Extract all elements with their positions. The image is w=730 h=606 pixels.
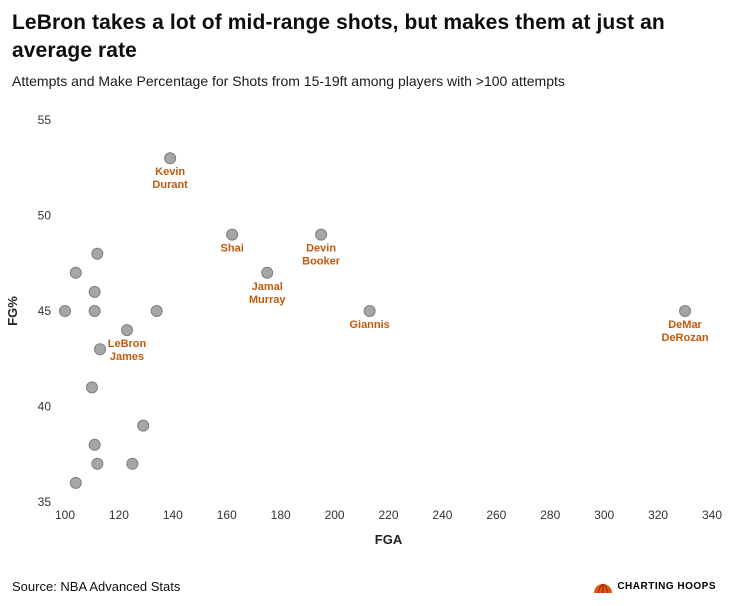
x-tick-label: 300: [594, 508, 614, 522]
data-point: [85, 381, 98, 394]
x-tick-label: 180: [271, 508, 291, 522]
chart-title-line-1: LeBron takes a lot of mid-range shots, b…: [12, 11, 665, 34]
data-point: [91, 457, 104, 470]
x-tick-label: 340: [702, 508, 722, 522]
chart-title-line-2: average rate: [12, 38, 137, 62]
data-point: [88, 438, 101, 451]
point-label: Giannis: [349, 319, 389, 331]
x-tick-label: 220: [378, 508, 398, 522]
point-label: Kevin: [155, 166, 185, 178]
point-label: DeRozan: [662, 332, 709, 344]
data-point-kevin-durant: [164, 152, 177, 165]
data-point-shai: [226, 228, 239, 241]
x-tick-label: 100: [55, 508, 75, 522]
y-tick-label: 50: [38, 209, 52, 223]
chart-title: LeBron takes a lot of mid-range shots, b…: [12, 9, 714, 64]
data-point-lebron-james: [121, 324, 134, 337]
data-point: [91, 247, 104, 260]
scatter-plot: 100 120 140 160 180 200 220 240 260 280 300 320 340 3…: [5, 113, 722, 547]
data-point-giannis: [363, 305, 376, 317]
x-tick-label: 200: [325, 508, 345, 522]
chart-header: LeBron takes a lot of mid-range shots, b…: [0, 0, 730, 89]
data-point: [88, 305, 101, 317]
point-label: Murray: [249, 294, 287, 306]
point-label: Shai: [221, 243, 244, 255]
point-label: Booker: [302, 256, 341, 268]
y-tick-label: 35: [38, 495, 52, 509]
data-point: [94, 343, 107, 356]
x-tick-label: 240: [432, 508, 452, 522]
chart-subtitle: Attempts and Make Percentage for Shots f…: [12, 73, 565, 90]
x-tick-label: 140: [163, 508, 183, 522]
point-label: LeBron: [108, 338, 147, 350]
brand-logo: CHARTING HOOPS: [594, 581, 716, 593]
point-label: Devin: [306, 243, 336, 255]
y-tick-label: 55: [38, 113, 52, 127]
x-tick-label: 160: [217, 508, 237, 522]
point-label: DeMar: [668, 319, 702, 331]
point-label: James: [110, 351, 144, 363]
x-axis-label: FGA: [375, 532, 403, 547]
source-note: Source: NBA Advanced Stats: [12, 579, 181, 594]
data-point: [150, 305, 163, 317]
point-label: Durant: [152, 179, 188, 191]
data-point-demar-derozan: [679, 305, 692, 317]
brand-name: CHARTING HOOPS: [617, 581, 716, 592]
y-axis-label: FG%: [5, 296, 20, 326]
y-tick-label: 45: [38, 304, 52, 318]
data-point: [126, 457, 139, 470]
data-point: [59, 305, 71, 317]
chart-footer: Source: NBA Advanced Stats CHARTING HOOP…: [12, 579, 716, 594]
data-point: [137, 419, 150, 432]
point-label: Jamal: [252, 281, 283, 293]
y-tick-label: 40: [38, 400, 52, 414]
data-point: [69, 476, 82, 489]
x-tick-label: 320: [648, 508, 668, 522]
x-tick-label: 120: [109, 508, 129, 522]
data-point-jamal-murray: [261, 266, 274, 279]
data-point-devin-booker: [315, 228, 328, 241]
x-tick-label: 280: [540, 508, 560, 522]
data-point: [69, 266, 82, 279]
data-point: [88, 285, 101, 298]
x-tick-label: 260: [486, 508, 506, 522]
basketball-icon: [594, 583, 613, 593]
